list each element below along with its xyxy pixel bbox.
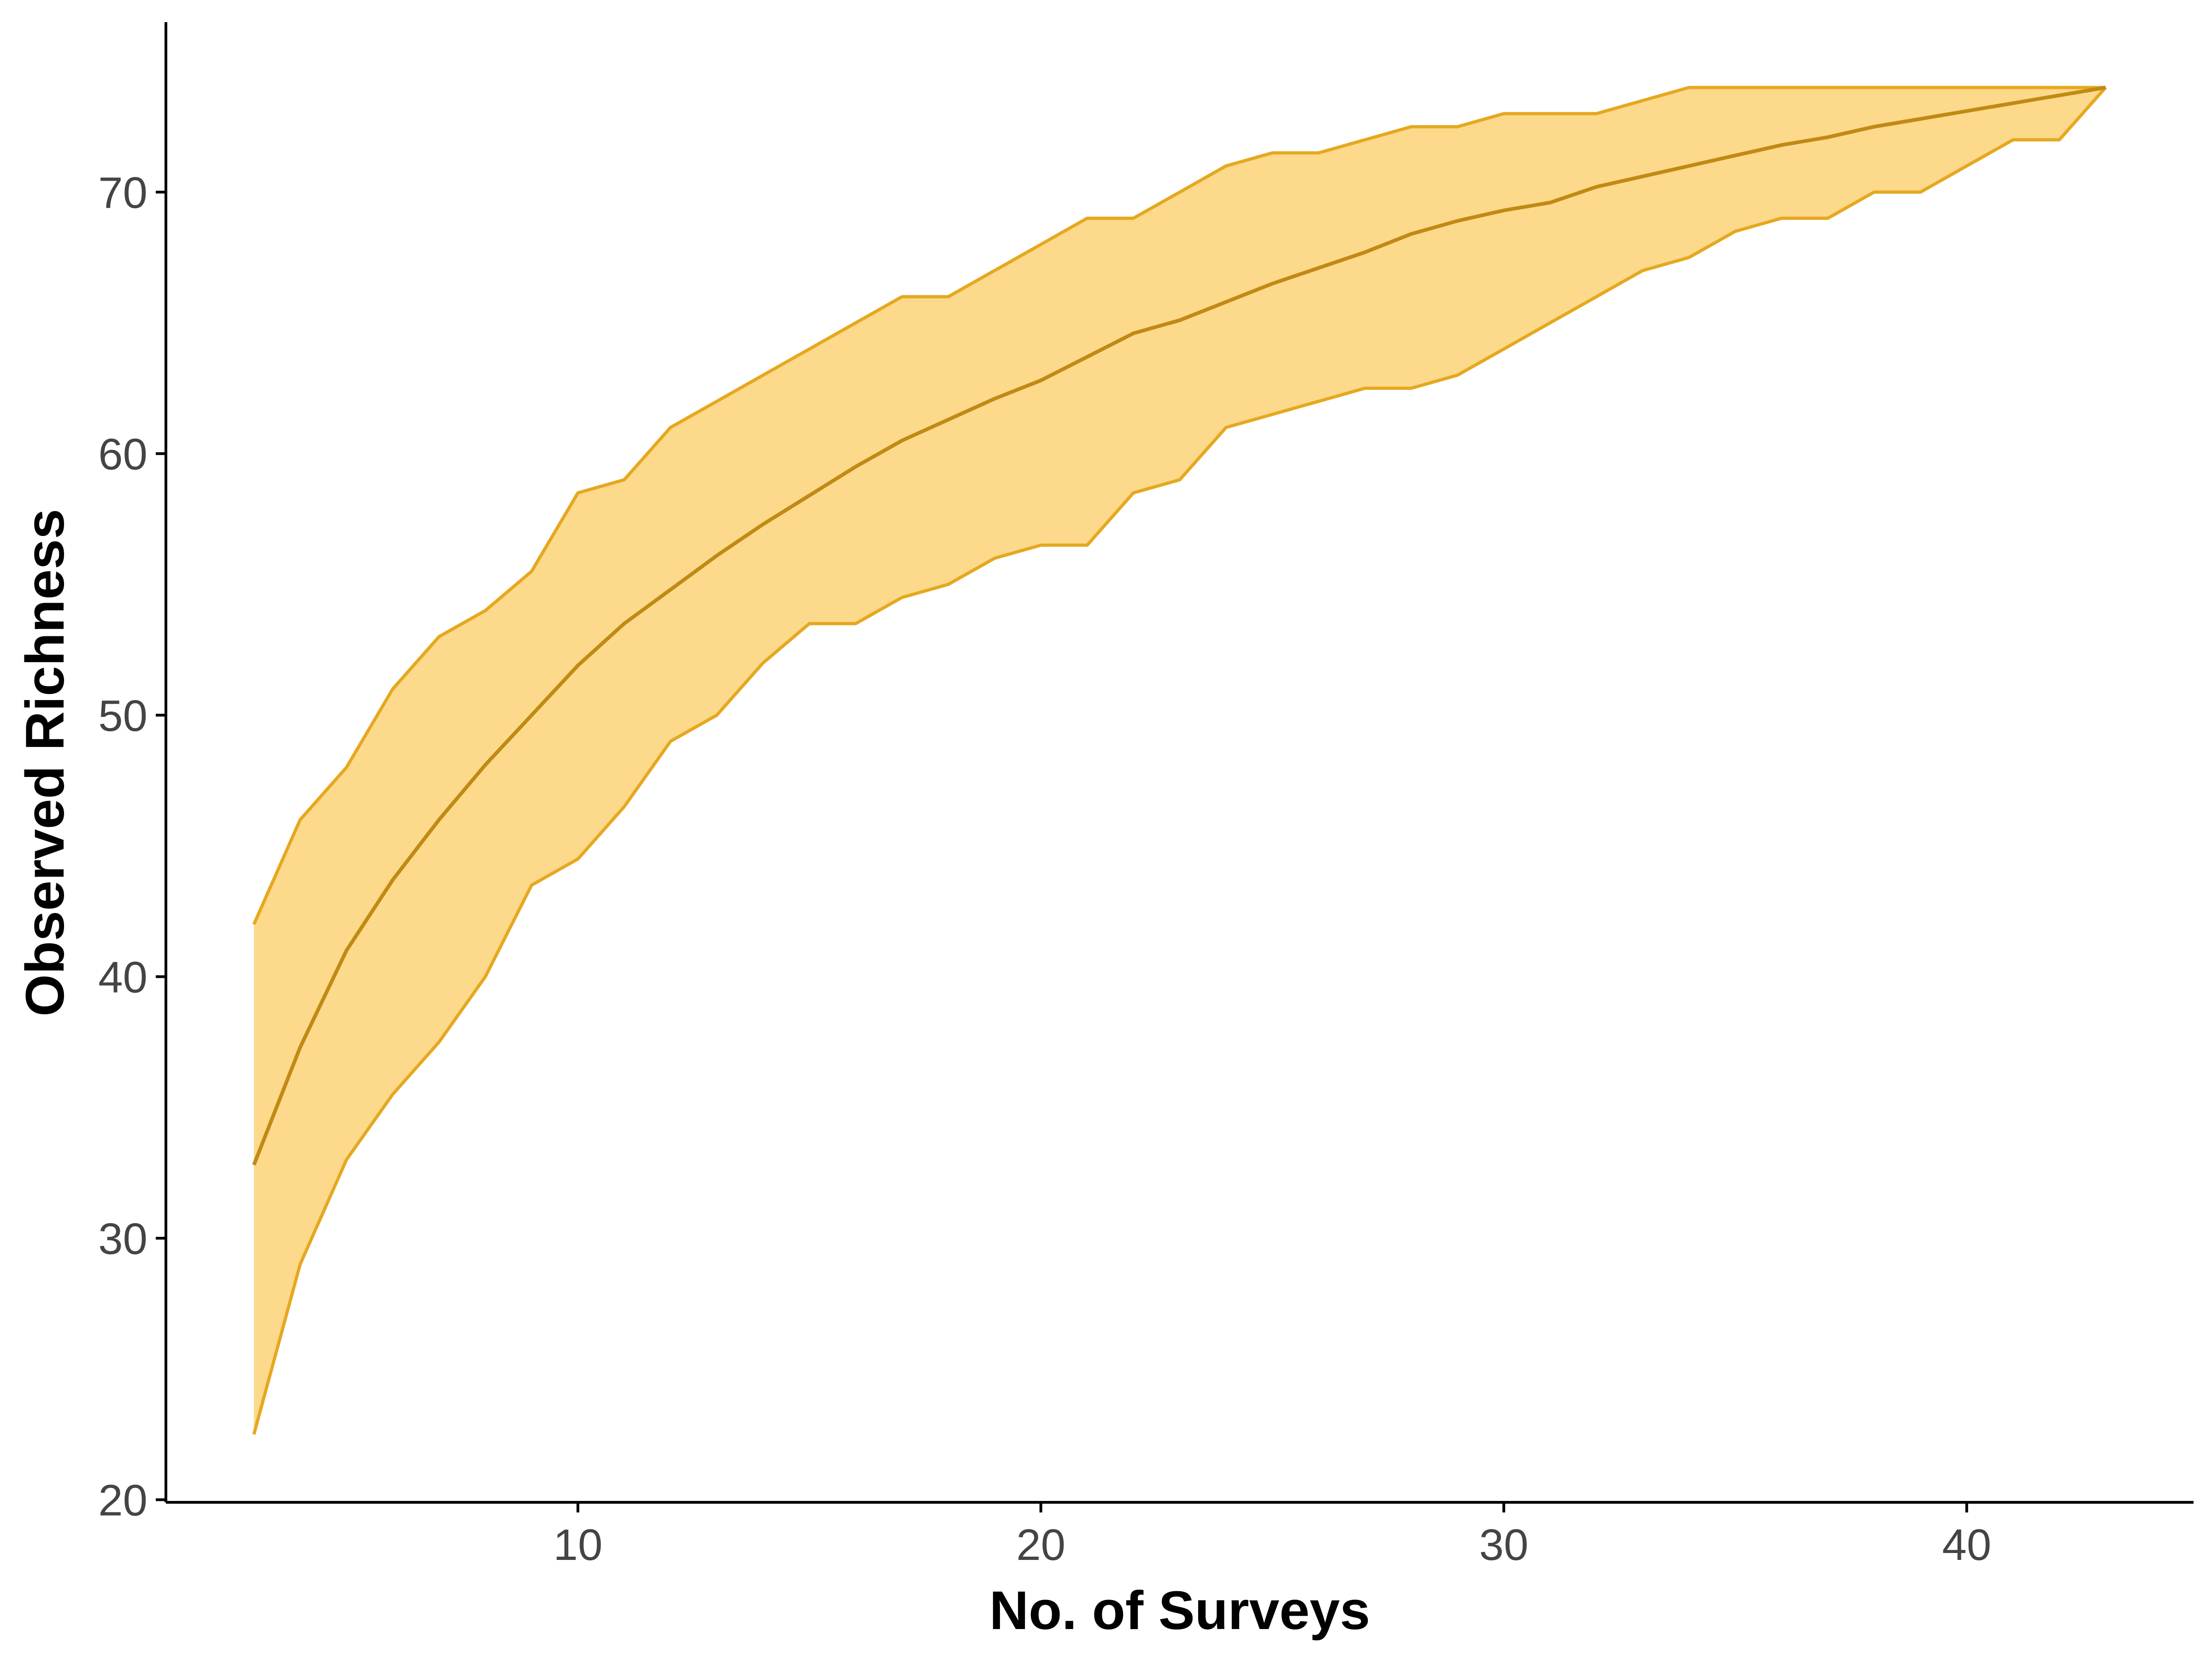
y-tick-label: 60 bbox=[98, 429, 147, 479]
x-tick-label: 10 bbox=[553, 1520, 603, 1570]
upper-bound-line bbox=[252, 86, 2106, 925]
y-tick-label: 70 bbox=[98, 168, 147, 218]
axes: 10 20 30 40 20 30 40 50 60 70 bbox=[98, 22, 2194, 1570]
y-axis-title: Observed Richness bbox=[15, 509, 76, 1017]
x-tick-label: 20 bbox=[1016, 1520, 1065, 1570]
plot-area bbox=[252, 85, 2107, 1435]
y-tick-label: 40 bbox=[98, 953, 147, 1002]
mean-richness-line bbox=[252, 85, 2106, 1166]
x-tick-label: 30 bbox=[1479, 1520, 1529, 1570]
y-tick-label: 20 bbox=[98, 1476, 147, 1525]
lower-bound-line bbox=[252, 86, 2107, 1435]
y-tick-label: 50 bbox=[98, 691, 147, 741]
x-axis-title: No. of Surveys bbox=[989, 1580, 1370, 1641]
y-tick-label: 30 bbox=[98, 1214, 147, 1264]
x-tick-label: 40 bbox=[1942, 1520, 1991, 1570]
confidence-band bbox=[253, 87, 2106, 1435]
